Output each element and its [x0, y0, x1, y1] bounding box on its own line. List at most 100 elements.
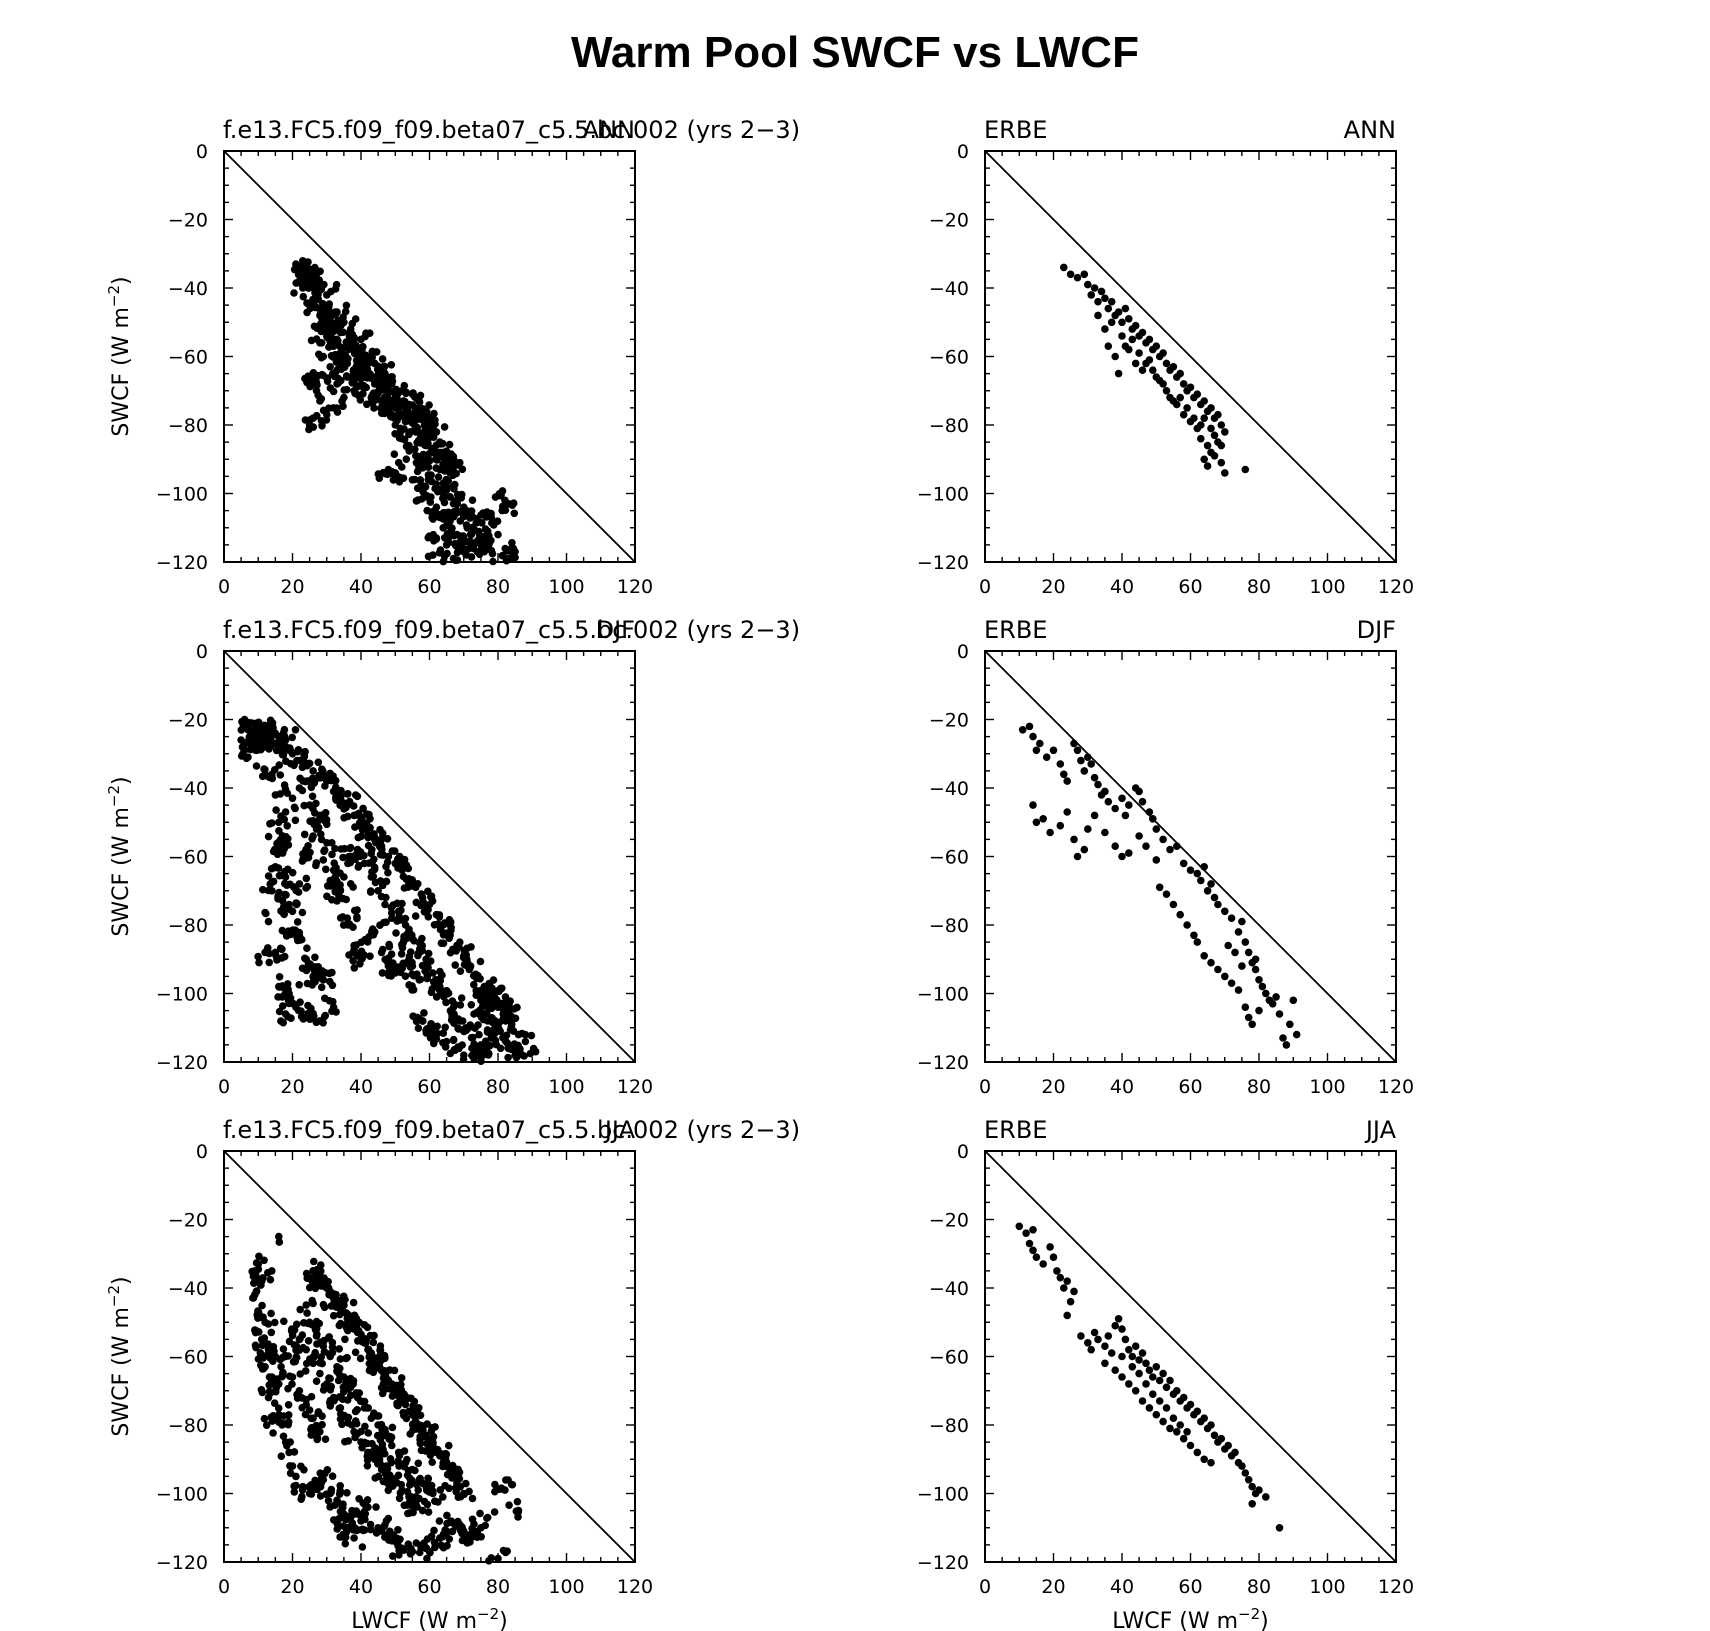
data-point: [280, 867, 289, 876]
data-point: [266, 1275, 275, 1284]
data-point: [1169, 1414, 1178, 1422]
data-point: [1289, 996, 1298, 1005]
data-point: [1200, 455, 1208, 464]
data-point: [426, 456, 434, 465]
data-point: [1200, 1414, 1208, 1422]
data-point: [298, 908, 307, 917]
data-point: [1217, 421, 1226, 429]
data-point: [298, 1394, 306, 1402]
data-point: [274, 1413, 282, 1421]
data-point: [1173, 1428, 1181, 1436]
data-point: [1248, 1500, 1256, 1508]
data-point: [418, 934, 426, 943]
data-point: [482, 513, 491, 521]
data-point: [366, 823, 374, 832]
data-point: [379, 367, 388, 376]
data-point: [1118, 852, 1126, 861]
data-point: [293, 918, 302, 926]
data-point: [452, 1484, 460, 1492]
x-tick-label: 60: [417, 1076, 441, 1098]
data-point: [1063, 777, 1071, 785]
y-tick-label: 0: [957, 141, 969, 163]
data-point: [377, 1420, 386, 1429]
data-point: [1207, 424, 1215, 433]
data-point: [1214, 900, 1222, 909]
data-point: [1090, 773, 1099, 782]
data-point: [1221, 907, 1229, 916]
data-point: [425, 532, 434, 540]
data-point: [295, 880, 304, 888]
data-point: [283, 789, 292, 797]
data-point: [298, 1492, 306, 1501]
data-point: [430, 409, 438, 418]
data-point: [1155, 883, 1164, 892]
data-point: [1125, 1380, 1133, 1388]
x-tick-label: 20: [280, 576, 304, 598]
data-point: [1248, 1020, 1256, 1029]
data-point: [405, 927, 413, 935]
data-point: [470, 980, 478, 989]
data-point: [435, 911, 444, 919]
data-point: [300, 830, 309, 839]
y-tick-label: −60: [168, 1347, 208, 1369]
data-point: [1221, 428, 1229, 436]
data-point: [499, 1010, 508, 1018]
data-point: [1282, 1041, 1291, 1049]
data-point: [257, 1361, 265, 1370]
data-point: [1084, 280, 1092, 289]
data-point: [445, 1484, 453, 1493]
data-point: [252, 741, 260, 749]
data-point: [1094, 1335, 1102, 1344]
data-point: [254, 1265, 263, 1273]
data-point: [307, 1431, 316, 1439]
x-tick-label: 20: [1041, 576, 1065, 598]
data-point: [328, 1338, 337, 1347]
data-point: [494, 530, 502, 539]
data-point: [309, 295, 317, 304]
data-point: [1135, 832, 1143, 840]
data-point: [261, 765, 269, 774]
data-point: [361, 351, 370, 360]
x-tick-label: 60: [1178, 1576, 1202, 1598]
data-point: [419, 1479, 427, 1488]
data-point: [434, 920, 442, 928]
data-point: [414, 949, 423, 958]
data-point: [328, 1007, 336, 1015]
data-point: [266, 880, 275, 888]
data-point: [249, 1294, 258, 1302]
data-point: [420, 437, 428, 446]
data-point: [1101, 294, 1109, 303]
data-point: [1073, 746, 1082, 755]
data-point: [420, 1009, 428, 1017]
data-point: [413, 394, 421, 402]
data-point: [328, 839, 336, 847]
data-point: [325, 343, 333, 351]
data-point: [502, 556, 511, 565]
data-point: [501, 993, 510, 1001]
data-point: [267, 1309, 275, 1318]
x-tick-label: 100: [1309, 1576, 1345, 1598]
data-point: [279, 1419, 288, 1428]
data-point: [446, 493, 454, 501]
data-point: [287, 1325, 296, 1333]
data-point: [303, 308, 311, 317]
data-point: [469, 544, 477, 553]
data-point: [316, 1492, 325, 1500]
data-point: [266, 1354, 274, 1362]
panel-model-ann: 0 20 40 60 80 100 120 0 −20 −40 −60 −80 −100 −120 f.e1…: [105, 116, 800, 598]
y-tick-label: −120: [917, 1552, 969, 1574]
data-point: [396, 433, 404, 442]
data-point: [1090, 1328, 1099, 1337]
data-point: [417, 1543, 425, 1552]
data-point: [279, 1368, 287, 1377]
data-point: [374, 1412, 383, 1420]
data-point: [400, 1411, 408, 1420]
data-point: [1138, 797, 1147, 806]
data-point: [1118, 1373, 1126, 1381]
data-point: [330, 337, 338, 346]
data-point: [267, 1413, 276, 1421]
data-point: [305, 1283, 314, 1292]
data-point: [334, 1296, 343, 1305]
data-point: [355, 852, 363, 860]
data-point: [1214, 410, 1222, 419]
